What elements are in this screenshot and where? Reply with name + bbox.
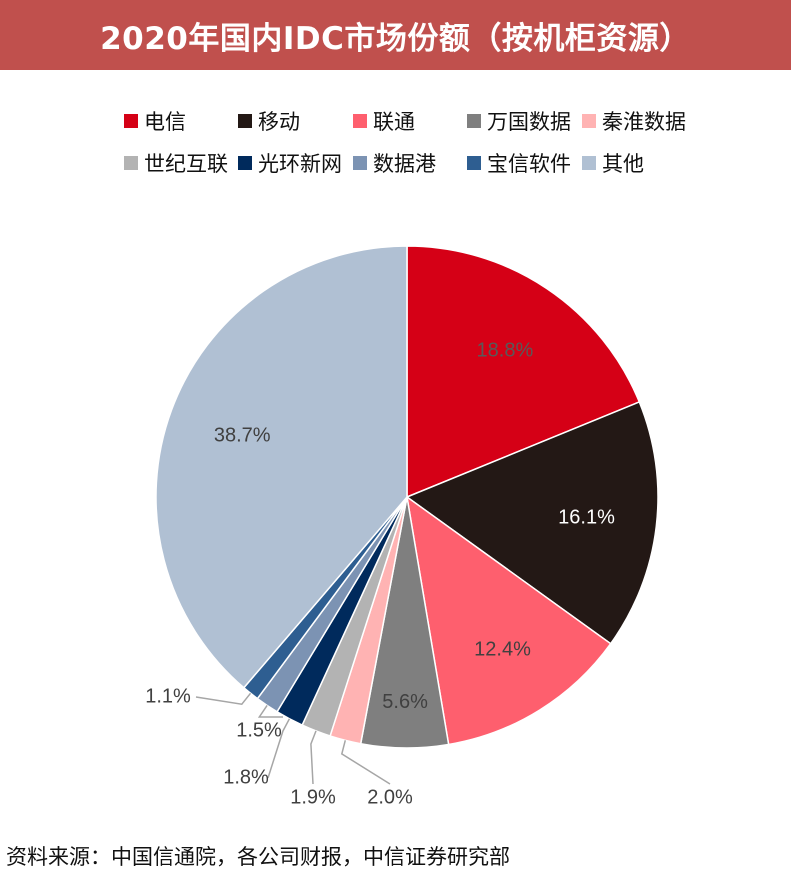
leader-line	[257, 704, 283, 718]
legend-label: 数据港	[373, 152, 436, 176]
data-label: 38.7%	[214, 424, 271, 446]
leader-line	[340, 740, 391, 785]
data-label: 16.1%	[558, 507, 615, 529]
legend-swatch	[238, 114, 252, 128]
legend-item: 万国数据	[467, 106, 571, 136]
legend-label: 其他	[602, 152, 644, 176]
legend-label: 世纪互联	[144, 152, 228, 176]
legend-swatch	[238, 156, 252, 170]
legend-swatch	[467, 114, 481, 128]
legend-label: 电信	[144, 110, 186, 134]
legend-item: 宝信软件	[467, 148, 571, 178]
leader-line	[195, 692, 252, 706]
data-label: 1.8%	[223, 766, 269, 788]
legend-swatch	[124, 156, 138, 170]
chart-legend: 电信 移动 联通 万国数据 秦淮数据世纪互联 光环新网 数据港 宝信软件 其他	[0, 0, 791, 200]
legend-item: 数据港	[353, 148, 436, 178]
legend-swatch	[582, 156, 596, 170]
pie-slice	[155, 245, 408, 689]
legend-label: 宝信软件	[487, 152, 571, 176]
leader-line	[267, 718, 291, 779]
legend-label: 万国数据	[487, 110, 571, 134]
legend-swatch	[467, 156, 481, 170]
legend-label: 秦淮数据	[602, 110, 686, 134]
pie-slice	[405, 400, 659, 645]
data-label: 18.8%	[477, 339, 534, 361]
legend-item: 电信	[124, 106, 186, 136]
source-note: 资料来源：中国信通院，各公司财报，中信证券研究部	[6, 845, 510, 869]
data-label: 1.1%	[145, 685, 191, 707]
data-label: 1.9%	[290, 786, 336, 808]
legend-swatch	[582, 114, 596, 128]
legend-item: 联通	[353, 106, 415, 136]
legend-swatch	[353, 114, 367, 128]
legend-label: 移动	[258, 110, 300, 134]
data-label: 1.5%	[236, 719, 282, 741]
legend-label: 联通	[373, 110, 415, 134]
legend-item: 秦淮数据	[582, 106, 686, 136]
legend-item: 光环新网	[238, 148, 342, 178]
chart-title: 2020年国内IDC市场份额（按机柜资源）	[0, 0, 791, 70]
legend-swatch	[353, 156, 367, 170]
data-label: 12.4%	[474, 639, 531, 661]
leader-line	[310, 730, 317, 785]
data-label: 2.0%	[367, 786, 413, 808]
legend-label: 光环新网	[258, 152, 342, 176]
legend-item: 世纪互联	[124, 148, 228, 178]
pie-slice	[405, 495, 612, 746]
data-label: 5.6%	[382, 691, 428, 713]
pie-slice	[406, 245, 641, 499]
pie-chart: 18.8% 16.1% 12.4% 5.6% 2.0% 1.9% 1.8% 1.5% 1.1% 3…	[145, 245, 659, 808]
legend-item: 移动	[238, 106, 300, 136]
legend-item: 其他	[582, 148, 644, 178]
legend-swatch	[124, 114, 138, 128]
